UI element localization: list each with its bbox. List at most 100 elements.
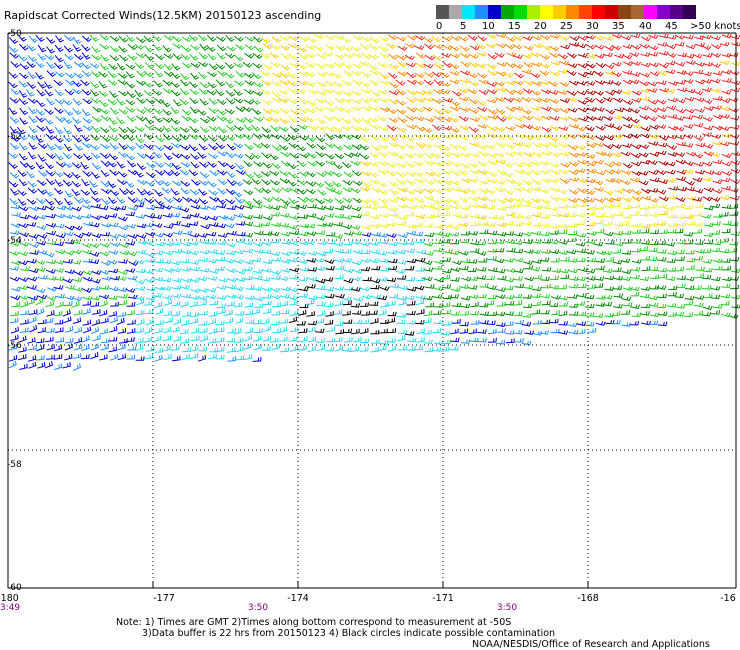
wind-barb bbox=[144, 117, 154, 125]
wind-barb bbox=[531, 81, 543, 87]
wind-barb bbox=[584, 126, 595, 132]
wind-barb bbox=[658, 50, 669, 56]
wind-barb bbox=[145, 205, 156, 210]
wind-barb bbox=[62, 278, 73, 284]
wind-barb bbox=[405, 189, 416, 195]
wind-barb bbox=[35, 115, 45, 123]
wind-barb bbox=[127, 160, 137, 168]
wind-barb bbox=[288, 240, 299, 246]
wind-barb bbox=[225, 250, 236, 256]
wind-barb bbox=[350, 346, 359, 352]
wind-barb bbox=[415, 319, 425, 325]
wind-barb bbox=[487, 294, 497, 300]
wind-barb bbox=[73, 197, 84, 204]
wind-barb bbox=[161, 259, 172, 265]
wind-barb bbox=[91, 196, 101, 203]
wind-barb bbox=[170, 106, 180, 115]
wind-barb bbox=[449, 63, 460, 70]
wind-barb bbox=[26, 198, 37, 205]
wind-barb bbox=[10, 142, 20, 150]
wind-barb bbox=[666, 267, 677, 272]
wind-barb bbox=[181, 45, 192, 53]
wind-barb bbox=[73, 337, 83, 344]
wind-barb bbox=[143, 240, 154, 246]
wind-barb bbox=[350, 303, 360, 308]
wind-barb bbox=[298, 107, 309, 114]
wind-barb bbox=[396, 171, 407, 178]
wind-barb bbox=[180, 180, 191, 187]
wind-barb bbox=[352, 319, 363, 325]
wind-barb bbox=[702, 132, 712, 137]
wind-barb bbox=[162, 326, 172, 334]
wind-barb bbox=[199, 171, 210, 179]
wind-barb bbox=[144, 124, 155, 131]
wind-barb bbox=[407, 79, 418, 85]
wind-barb bbox=[233, 142, 244, 149]
wind-barb bbox=[620, 258, 631, 263]
wind-barb bbox=[406, 346, 416, 351]
wind-barb bbox=[370, 36, 380, 44]
wind-barb bbox=[460, 230, 470, 236]
wind-barb bbox=[118, 243, 130, 249]
wind-barb bbox=[334, 213, 345, 219]
wind-barb bbox=[143, 300, 153, 306]
wind-barb bbox=[35, 34, 45, 42]
wind-barb bbox=[577, 202, 587, 208]
wind-barb bbox=[299, 223, 310, 229]
wind-barb bbox=[314, 106, 325, 112]
wind-barb bbox=[341, 224, 352, 230]
wind-barb bbox=[234, 54, 244, 62]
wind-barb bbox=[369, 301, 379, 306]
wind-barb bbox=[604, 286, 614, 291]
wind-barb bbox=[523, 134, 534, 141]
wind-barb bbox=[135, 337, 144, 344]
wind-barb bbox=[235, 221, 246, 226]
wind-barb bbox=[658, 63, 669, 69]
wind-barb bbox=[468, 196, 479, 202]
wind-barb bbox=[125, 134, 135, 142]
wind-barb bbox=[497, 198, 507, 205]
wind-barb bbox=[396, 126, 407, 133]
wind-barb bbox=[324, 44, 335, 51]
wind-barb bbox=[287, 179, 297, 187]
wind-barb bbox=[269, 231, 280, 237]
wind-barb bbox=[730, 231, 740, 237]
wind-barb bbox=[154, 161, 165, 168]
wind-barb bbox=[487, 239, 497, 245]
wind-barb bbox=[216, 240, 227, 245]
wind-barb bbox=[702, 259, 713, 264]
wind-barb bbox=[8, 181, 19, 188]
wind-barb bbox=[19, 142, 28, 151]
wind-barb bbox=[722, 220, 732, 226]
wind-barb bbox=[324, 63, 335, 69]
wind-barb bbox=[190, 72, 200, 80]
wind-barb bbox=[189, 44, 200, 51]
wind-barb bbox=[370, 346, 379, 353]
wind-barb bbox=[125, 82, 136, 89]
wind-barb bbox=[513, 232, 524, 237]
wind-barb bbox=[117, 328, 127, 334]
wind-barb bbox=[576, 178, 587, 184]
wind-barb bbox=[522, 187, 533, 194]
wind-barb bbox=[143, 188, 153, 196]
wind-barb bbox=[262, 231, 273, 236]
wind-barb bbox=[44, 117, 54, 125]
wind-barb bbox=[343, 278, 354, 284]
wind-barb bbox=[684, 312, 694, 317]
wind-barb bbox=[451, 152, 462, 158]
wind-barb bbox=[261, 36, 271, 44]
wind-barb bbox=[631, 229, 641, 234]
wind-barb bbox=[298, 214, 308, 219]
wind-barb bbox=[135, 197, 146, 204]
wind-barb bbox=[143, 133, 154, 140]
wind-barb bbox=[243, 204, 254, 210]
wind-barb bbox=[676, 176, 686, 182]
wind-barb bbox=[595, 125, 606, 131]
wind-barb bbox=[189, 352, 199, 360]
wind-barb bbox=[170, 81, 181, 89]
wind-barb bbox=[289, 62, 300, 68]
wind-barb bbox=[9, 126, 19, 134]
wind-barb bbox=[413, 171, 424, 177]
wind-barb bbox=[99, 251, 110, 257]
wind-barb bbox=[476, 43, 487, 50]
